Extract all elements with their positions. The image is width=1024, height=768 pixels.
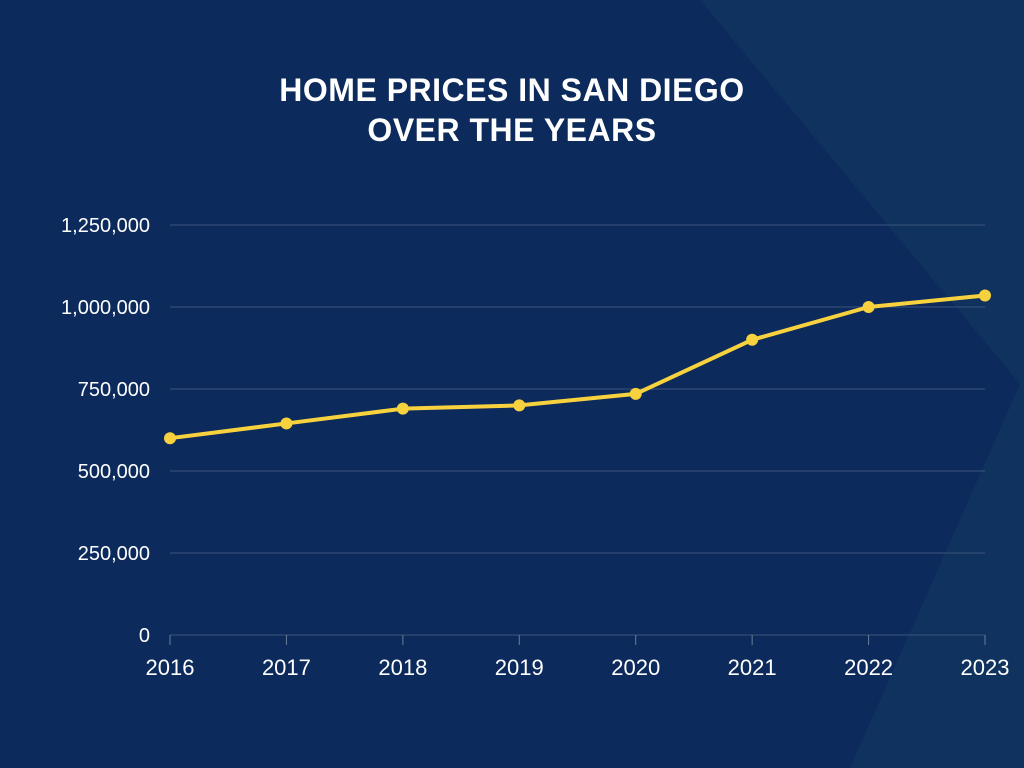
x-axis-label: 2023 — [961, 655, 1010, 680]
y-axis-label: 250,000 — [78, 543, 150, 565]
y-axis-label: 500,000 — [78, 461, 150, 483]
y-axis-label: 0 — [139, 625, 150, 647]
data-point — [280, 417, 292, 429]
data-point — [863, 301, 875, 313]
x-axis-label: 2018 — [378, 655, 427, 680]
x-axis-label: 2020 — [611, 655, 660, 680]
data-point — [630, 388, 642, 400]
y-axis-label: 1,250,000 — [61, 215, 150, 237]
x-axis-label: 2019 — [495, 655, 544, 680]
data-point — [164, 432, 176, 444]
chart-title: HOME PRICES IN SAN DIEGO OVER THE YEARS — [0, 70, 1024, 150]
x-axis-label: 2021 — [728, 655, 777, 680]
data-point — [979, 290, 991, 302]
data-point — [746, 334, 758, 346]
price-line — [170, 296, 985, 439]
x-axis-label: 2017 — [262, 655, 311, 680]
x-axis-label: 2016 — [146, 655, 195, 680]
data-point — [397, 403, 409, 415]
y-axis-label: 1,000,000 — [61, 297, 150, 319]
x-axis-label: 2022 — [844, 655, 893, 680]
data-point — [513, 399, 525, 411]
y-axis-label: 750,000 — [78, 379, 150, 401]
